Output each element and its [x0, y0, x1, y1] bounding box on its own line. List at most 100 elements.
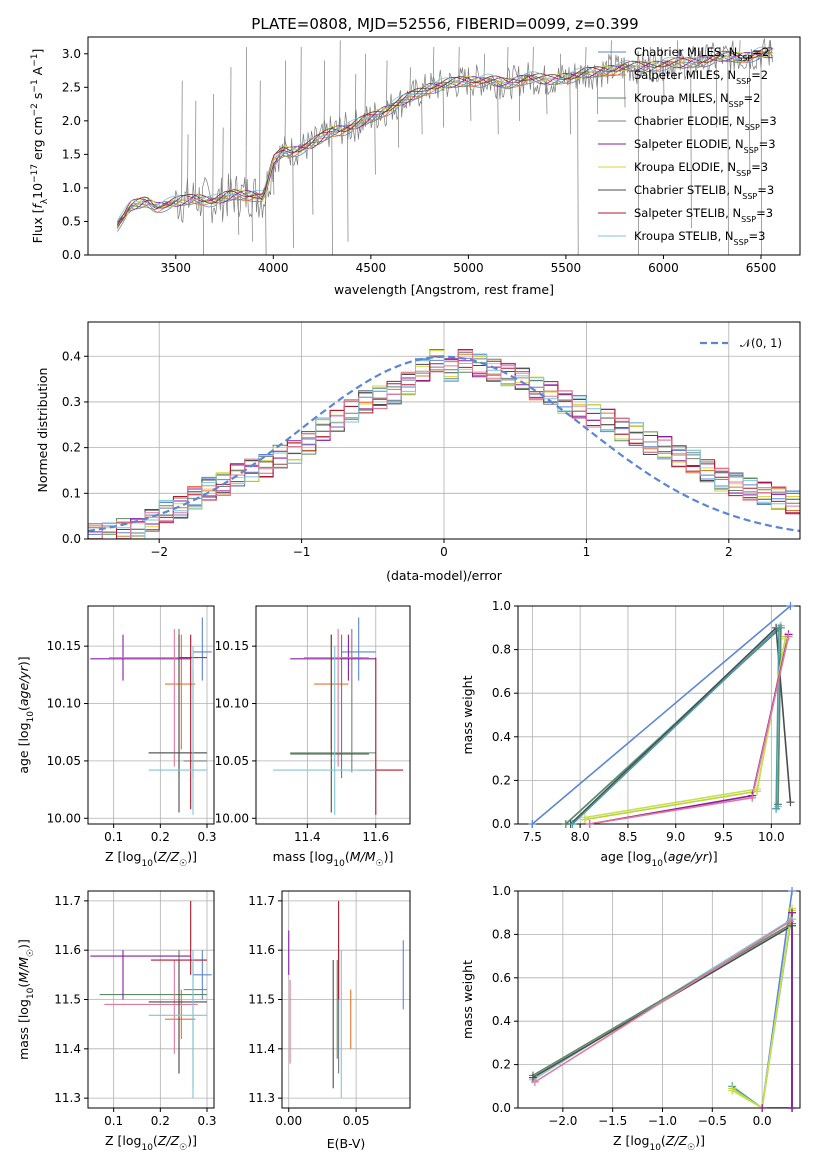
weight-line: [589, 636, 790, 824]
y-axis-label: Flux [fλ10−17 erg cm−2 s−1 A−1]: [30, 49, 50, 244]
y-tick-label: 10.00: [47, 811, 81, 825]
y-tick-label: 10.10: [47, 697, 81, 711]
weight-marker: [528, 1073, 537, 1082]
label-part: ☉: [179, 859, 187, 869]
axes-frame: [255, 605, 411, 825]
y-tick-label: 1.5: [62, 147, 81, 161]
x-tick-label: −1: [293, 545, 311, 559]
model-spectrum-line: [116, 47, 773, 226]
legend-count: =2: [744, 91, 761, 105]
weight-vs-age-panel: 7.5 8.0 8.5 9.0 9.5 10.0 0.0 0.2 0.4 0.6 0.8 1.0 age…: [460, 599, 801, 869]
weight-marker: [788, 908, 797, 917]
x-tick-label: −2: [150, 545, 168, 559]
legend-sub: SSP: [744, 146, 759, 155]
label-part: M/M: [350, 849, 376, 864]
label-part: Z [log: [105, 849, 141, 864]
data-spike: [323, 60, 325, 137]
data-spike: [187, 134, 189, 200]
label-part: (: [16, 983, 31, 988]
data-spike: [637, 67, 640, 255]
label-part: age [log: [16, 722, 31, 773]
y-tick-label: 2.0: [62, 114, 81, 128]
y-tick-label: 0.4: [492, 730, 511, 744]
legend-sub: SSP: [737, 54, 752, 63]
data-spike: [292, 151, 294, 249]
data-spike: [676, 40, 679, 64]
x-tick-label: 11.6: [362, 830, 389, 844]
x-tick-label: −2.0: [548, 1114, 577, 1128]
y-tick-label: 10.05: [47, 754, 81, 768]
y-tick-label: 0.6: [492, 686, 511, 700]
x-tick-label: 10.0: [758, 830, 785, 844]
y-tick-label: 1.0: [62, 181, 81, 195]
legend-text: Chabrier ELODIE, N: [634, 114, 745, 128]
label-part: f: [30, 203, 45, 209]
data-spike: [364, 53, 366, 121]
weight-line: [531, 606, 791, 824]
y-tick-label: 0.8: [492, 643, 511, 657]
x-tick-label: 0.1: [104, 1114, 123, 1128]
y-axis-label: mass [log10(M/M☉)]: [16, 939, 36, 1060]
x-axis-label: (data-model)/error: [386, 568, 503, 583]
label-part: 10: [141, 1143, 153, 1153]
x-tick-label: 1: [583, 545, 591, 559]
weight-marker: [788, 887, 797, 895]
x-tick-label: 2: [725, 545, 733, 559]
data-spike: [596, 71, 599, 115]
legend-label: Kroupa ELODIE, NSSP=3: [634, 160, 768, 178]
y-tick-label: 0.0: [62, 532, 81, 546]
weight-marker: [774, 800, 783, 809]
weight-marker: [788, 1104, 797, 1112]
label-part: 10: [141, 859, 153, 869]
weight-marker: [774, 623, 783, 632]
data-spike: [265, 190, 267, 255]
label-part: ]: [30, 49, 45, 54]
spectrum-panel: 3500 4000 4500 5000 5500 6000 6500 0.0 0.5 1.0 1.5…: [30, 36, 801, 297]
data-spike: [237, 194, 240, 235]
label-part: erg cm: [30, 116, 45, 164]
legend-label: Salpeter ELODIE, NSSP=3: [634, 137, 776, 155]
legend-label: Salpeter MILES, NSSP=2: [634, 68, 768, 86]
axes-frame: [87, 605, 215, 825]
weight-marker: [788, 921, 797, 930]
x-tick-label: 0.00: [275, 1114, 302, 1128]
legend-label: Salpeter STELIB, NSSP=3: [634, 206, 773, 224]
data-spike: [212, 94, 214, 202]
legend-count: =3: [757, 183, 774, 197]
legend-count: =2: [752, 45, 769, 59]
y-tick-label: 1.0: [492, 884, 511, 898]
data-spike: [497, 82, 499, 135]
legend-sub: SSP: [741, 215, 756, 224]
weight-vs-z-panel: −2.0 −1.5 −1.0 −0.5 0.0 0.0 0.2 0.4 0.6 0.8 1.0 Z […: [460, 884, 801, 1153]
weight-marker: [728, 1086, 737, 1095]
data-spike: [230, 67, 232, 196]
legend-text: Salpeter MILES, N: [634, 68, 736, 82]
weight-marker: [786, 917, 795, 926]
model-spectrum-line: [117, 51, 773, 226]
y-tick-label: 0.6: [492, 971, 511, 985]
y-axis-label: Normed distribution: [35, 368, 50, 493]
x-tick-label: 6000: [648, 261, 679, 275]
legend-text: Kroupa STELIB, N: [634, 229, 734, 243]
y-axis-label: age [log10(age/yr)]: [16, 656, 36, 773]
data-spike: [768, 40, 770, 54]
weight-marker: [784, 632, 793, 641]
legend-text: Chabrier MILES, N: [634, 45, 737, 59]
x-tick-label: 5000: [453, 261, 484, 275]
label-part: Z/Z: [665, 1133, 688, 1148]
data-spike: [222, 127, 224, 199]
y-tick-label: 0.4: [62, 349, 81, 363]
y-tick-label: 2.5: [62, 80, 81, 94]
legend-label: Chabrier ELODIE, NSSP=3: [634, 114, 777, 132]
label-part: )]: [187, 849, 197, 864]
data-spike: [386, 60, 388, 110]
label-part: ☉: [26, 949, 36, 957]
plot-area: [116, 38, 774, 255]
label-part: (: [16, 706, 31, 711]
x-axis-label: age [log10(age/yr)]: [600, 849, 717, 869]
label-part: (: [345, 849, 350, 864]
y-tick-label: 11.4: [54, 1042, 81, 1056]
weight-line: [584, 638, 787, 819]
y-tick-label: 11.3: [248, 1091, 275, 1105]
x-axis-label: wavelength [Angstrom, rest frame]: [334, 282, 554, 297]
